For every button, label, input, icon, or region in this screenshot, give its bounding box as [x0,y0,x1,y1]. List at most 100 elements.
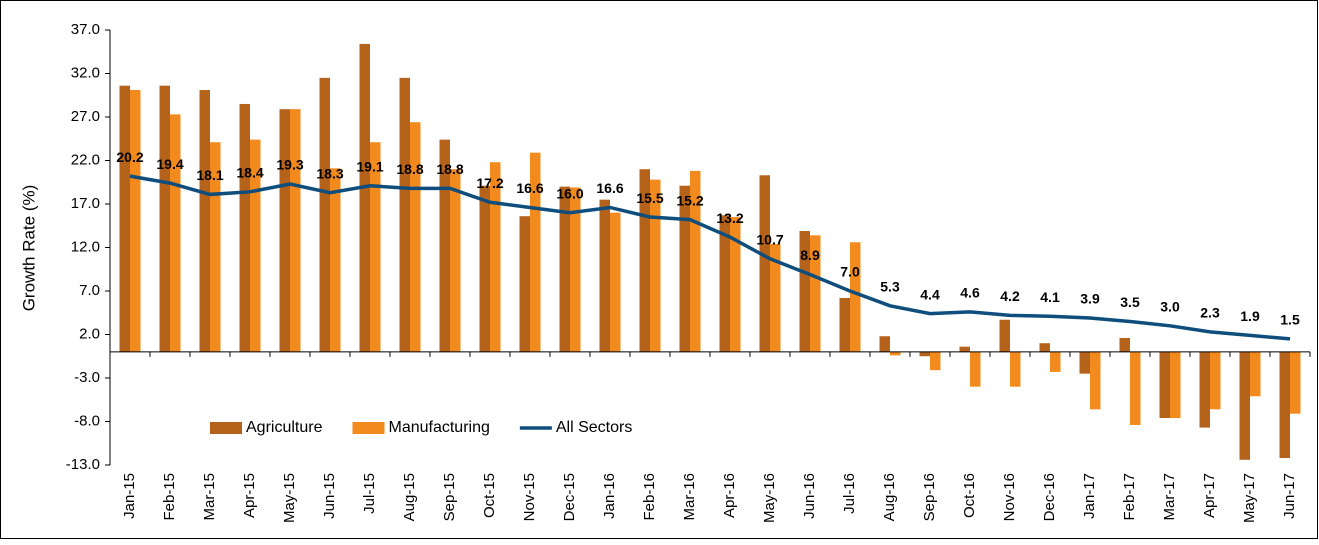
x-tick-label: Aug-16 [881,473,898,521]
data-label: 16.0 [556,185,583,201]
x-tick-label: Oct-15 [481,473,498,518]
legend-label: All Sectors [556,419,632,436]
bar [1279,351,1290,459]
data-label: 13.2 [716,210,743,226]
x-tick-label: Dec-15 [561,473,578,521]
x-tick-label: Feb-16 [641,473,658,521]
bar [930,351,941,371]
x-tick-label: Mar-16 [681,473,698,521]
bar [679,185,690,352]
x-tick-label: Nov-16 [1001,473,1018,521]
data-label: 1.9 [1240,308,1260,324]
bar [1090,351,1101,410]
bar [810,235,821,352]
data-label: 3.0 [1160,299,1180,315]
legend-swatch [210,422,242,434]
bar [370,142,381,352]
bar [639,169,650,352]
bar [759,175,770,352]
bar [879,336,890,352]
bar [719,215,730,352]
bar [1050,351,1061,372]
y-tick-label: -3.0 [74,369,100,386]
line [129,174,1291,341]
data-label: 7.0 [840,264,860,280]
data-label: 15.2 [676,192,703,208]
bar [1250,351,1261,397]
bar [330,168,341,352]
bar [999,319,1010,352]
data-label: 16.6 [516,180,543,196]
x-tick-label: Apr-15 [241,473,258,518]
bar [450,169,461,352]
data-label: 15.5 [636,190,663,206]
bar [690,170,701,352]
bar [770,244,781,352]
y-tick-label: 7.0 [79,282,100,299]
x-tick-label: Jun-15 [321,473,338,519]
legend-swatch [352,422,385,434]
data-label: 16.6 [596,180,623,196]
bar [530,152,541,352]
data-label: 1.5 [1280,312,1300,328]
legend-label: Manufacturing [388,419,489,436]
x-tick-label: Apr-17 [1201,473,1218,518]
bar [479,185,490,352]
y-tick-label: 17.0 [71,195,100,212]
data-label: 18.4 [236,165,263,181]
bar [730,217,741,352]
bar [850,242,861,352]
data-label: 18.8 [396,161,423,177]
data-label: 10.7 [756,232,783,248]
x-tick-label: Feb-17 [1121,473,1138,521]
bar [290,109,301,352]
bar [519,216,530,352]
x-tick-label: Mar-15 [201,473,218,521]
data-label: 4.4 [920,286,940,302]
bar [119,85,130,352]
bar [399,77,410,352]
data-label: 18.8 [436,161,463,177]
x-tick-label: Aug-15 [401,473,418,521]
legend-label: Agriculture [246,419,323,436]
data-label: 4.1 [1040,289,1060,305]
x-tick-label: Dec-16 [1041,473,1058,521]
x-tick-label: May-15 [281,473,298,523]
data-label: 19.3 [276,157,303,173]
bar [970,351,981,387]
bar [1199,351,1210,428]
bar [919,351,930,357]
bar [410,122,421,352]
data-label: 3.9 [1080,291,1100,307]
y-tick-label: -13.0 [66,456,100,473]
bar [650,179,661,352]
y-tick-label: 27.0 [71,108,100,125]
y-axis-title: Growth Rate (%) [19,185,38,312]
x-tick-label: Jul-16 [841,473,858,514]
bar [1039,343,1050,352]
x-tick-label: Jan-16 [601,473,618,519]
bar [199,90,210,352]
bar [239,103,250,352]
x-tick-label: Sep-15 [441,473,458,521]
y-tick-label: 32.0 [71,64,100,81]
data-label: 17.2 [476,175,503,191]
data-label: 4.6 [960,285,980,301]
bar [1159,351,1170,419]
bar [1130,351,1141,425]
x-tick-label: Jan-17 [1081,473,1098,519]
x-tick-label: Jun-17 [1281,473,1298,519]
x-tick-label: Sep-16 [921,473,938,521]
data-label: 20.2 [116,149,143,165]
bar [890,351,901,356]
bar [599,199,610,352]
x-tick-label: Nov-15 [521,473,538,521]
bar [250,139,261,352]
y-tick-label: 22.0 [71,151,100,168]
bar [1210,351,1221,410]
bar [1290,351,1301,414]
y-tick-label: 2.0 [79,325,100,342]
data-label: 4.2 [1000,288,1020,304]
